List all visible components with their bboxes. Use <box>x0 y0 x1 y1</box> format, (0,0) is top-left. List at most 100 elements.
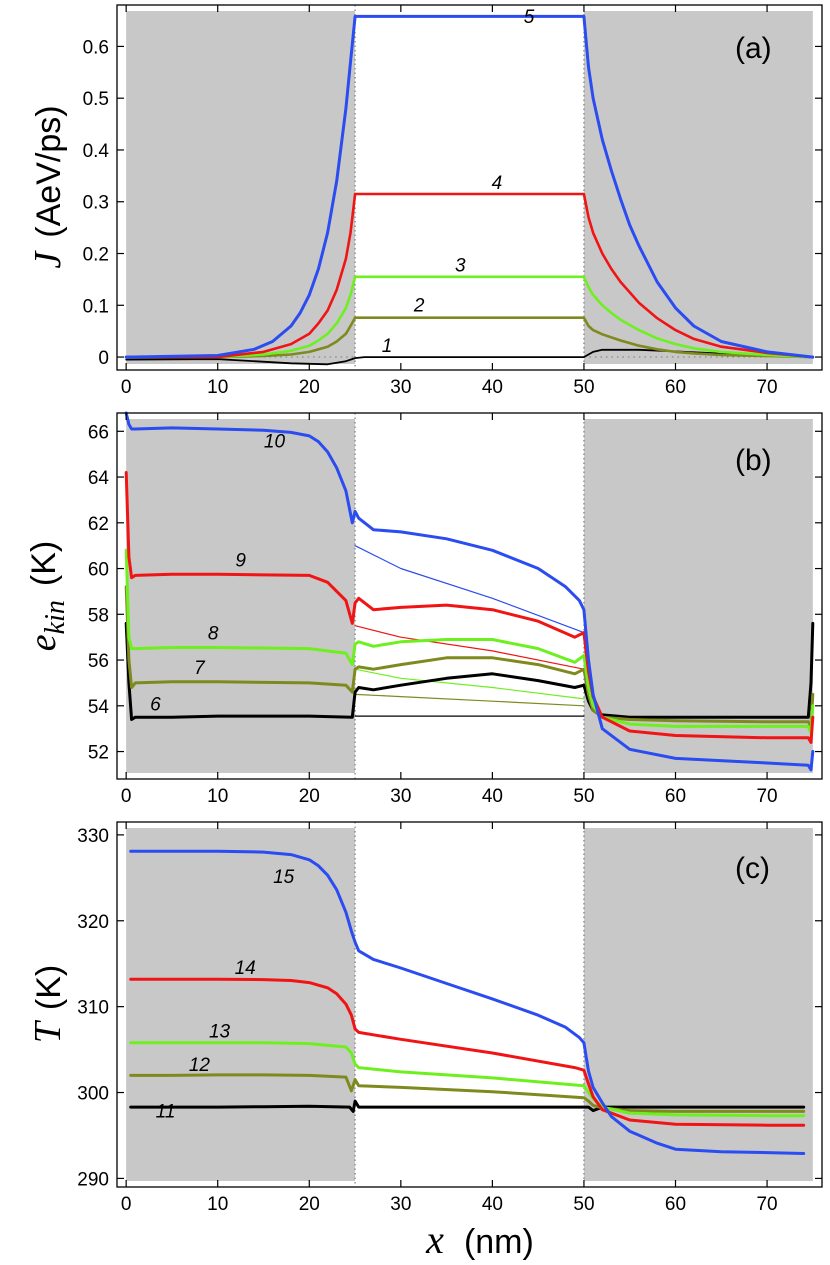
curve-label-10: 10 <box>264 431 286 452</box>
panel-c-xticks: 0 10 20 30 40 50 60 70 <box>121 822 778 1215</box>
series-line-4 <box>124 192 815 359</box>
series-line-5 <box>124 14 815 359</box>
x-tick-label: 10 <box>207 786 228 807</box>
panel-a-shaded-regions <box>126 11 813 364</box>
panel-c-xlabel: x (nm) <box>425 1217 534 1262</box>
x-tick-label: 0 <box>121 377 132 398</box>
x-tick-label: 0 <box>121 1194 132 1215</box>
panel-a-yticks: 0 0.1 0.2 0.3 0.4 0.5 0.6 <box>83 37 822 369</box>
y-tick-label: 0.6 <box>83 37 109 58</box>
x-tick-label: 20 <box>299 786 320 807</box>
x-tick-label: 50 <box>573 1194 594 1215</box>
y-tick-label: 60 <box>88 560 109 581</box>
series-line-10-thin <box>354 545 585 634</box>
x-tick-label: 30 <box>390 1194 411 1215</box>
panel-c-yticks: 290 300 310 320 330 <box>77 826 822 1190</box>
shaded-region-2 <box>583 11 813 364</box>
x-tick-label: 70 <box>756 786 777 807</box>
y-tick-label: 0.3 <box>83 193 109 214</box>
panel-b-ylabel-symbol: e <box>22 634 64 651</box>
shaded-region-1 <box>126 828 356 1181</box>
x-tick-label: 20 <box>299 1194 320 1215</box>
panel-c: 0 10 20 30 40 50 60 70 290 300 310 320 330 15 14 13 12… <box>27 821 823 1262</box>
y-tick-label: 0.5 <box>83 89 109 110</box>
y-tick-label: 62 <box>88 514 109 535</box>
panel-a-series <box>124 14 815 366</box>
x-tick-label: 70 <box>756 377 777 398</box>
panel-c-series <box>129 849 806 1155</box>
panel-c-ylabel: T (K) <box>27 965 69 1043</box>
panel-b-series <box>124 411 815 772</box>
y-tick-label: 52 <box>88 743 109 764</box>
x-tick-label: 40 <box>482 377 503 398</box>
shaded-region-1 <box>126 419 356 773</box>
series-line-6 <box>124 621 815 721</box>
panel-a: 0 10 20 30 40 50 60 70 0 0.1 0.2 0.3 0.4 0.5 0.6 5 4 3 2… <box>27 4 823 398</box>
panel-b-ylabel-unit: (K) <box>25 541 63 586</box>
y-tick-label: 0.1 <box>83 296 109 317</box>
x-tick-label: 40 <box>482 1194 503 1215</box>
shaded-region-1 <box>126 11 356 364</box>
panel-c-shaded-regions <box>126 828 813 1181</box>
x-tick-label: 30 <box>390 377 411 398</box>
series-line-7-thin <box>354 693 585 707</box>
y-tick-label: 0.2 <box>83 245 109 266</box>
x-tick-label: 60 <box>665 1194 686 1215</box>
panel-c-label: (c) <box>735 852 770 885</box>
series-line-7 <box>124 585 815 728</box>
x-tick-label: 10 <box>207 1194 228 1215</box>
curve-label-11: 11 <box>156 1101 176 1122</box>
curve-label-4: 4 <box>492 173 503 194</box>
series-line-12 <box>129 1073 806 1113</box>
series-line-13 <box>129 1041 806 1118</box>
curve-label-6: 6 <box>150 694 161 715</box>
series-line-15 <box>129 849 806 1155</box>
panel-b-frame <box>116 412 823 780</box>
series-line-2 <box>124 316 815 359</box>
curve-label-5: 5 <box>524 7 535 28</box>
panel-b-xticks: 0 10 20 30 40 50 60 70 <box>121 413 778 807</box>
panel-a-ylabel-unit: (AeV/ps) <box>30 105 68 237</box>
y-tick-label: 0 <box>98 348 109 369</box>
panel-a-xticks: 0 10 20 30 40 50 60 70 <box>121 5 778 398</box>
curve-label-3: 3 <box>455 256 466 277</box>
x-tick-label: 50 <box>573 377 594 398</box>
panel-b-ylabel-sub: kin <box>40 600 71 634</box>
panel-c-xlabel-unit: (nm) <box>464 1223 534 1261</box>
curve-label-14: 14 <box>235 958 256 979</box>
shaded-region-2 <box>583 828 813 1181</box>
curve-label-13: 13 <box>209 1022 231 1043</box>
y-tick-label: 56 <box>88 651 109 672</box>
series-line-10 <box>124 411 815 772</box>
panel-b-label: (b) <box>735 444 772 477</box>
x-tick-label: 10 <box>207 377 228 398</box>
shaded-region-2 <box>583 419 813 773</box>
curve-label-7: 7 <box>194 658 206 679</box>
y-tick-label: 300 <box>77 1084 109 1105</box>
x-tick-label: 40 <box>482 786 503 807</box>
curve-label-2: 2 <box>413 295 425 316</box>
y-tick-label: 58 <box>88 605 109 626</box>
panel-a-frame <box>116 4 823 371</box>
panel-a-curve-labels: 5 4 3 21 <box>382 7 535 357</box>
panel-c-ylabel-symbol: T <box>27 1019 69 1043</box>
x-tick-label: 30 <box>390 786 411 807</box>
y-tick-label: 290 <box>77 1169 109 1190</box>
panel-c-ylabel-unit: (K) <box>30 965 68 1010</box>
x-tick-label: 60 <box>665 377 686 398</box>
series-line-3 <box>124 275 815 359</box>
panel-c-curve-labels: 15 14 13 12 11 <box>156 867 295 1122</box>
series-line-8-thin <box>354 668 585 700</box>
y-tick-label: 0.4 <box>83 141 110 162</box>
series-line-9-thin <box>354 625 585 670</box>
series-line-14 <box>129 977 806 1127</box>
panel-b-yticks: 52 54 56 58 60 62 64 66 <box>88 422 822 764</box>
panel-b-ylabel: ekin (K) <box>22 541 71 651</box>
panel-a-ylabel: J (AeV/ps) <box>27 105 69 268</box>
x-tick-label: 70 <box>756 1194 777 1215</box>
panel-b-shaded-regions <box>126 419 813 773</box>
panel-a-ylabel-symbol: J <box>27 250 69 269</box>
panel-c-frame <box>116 821 823 1188</box>
panel-c-xlabel-symbol: x <box>425 1217 444 1262</box>
series-line-8 <box>124 548 815 735</box>
